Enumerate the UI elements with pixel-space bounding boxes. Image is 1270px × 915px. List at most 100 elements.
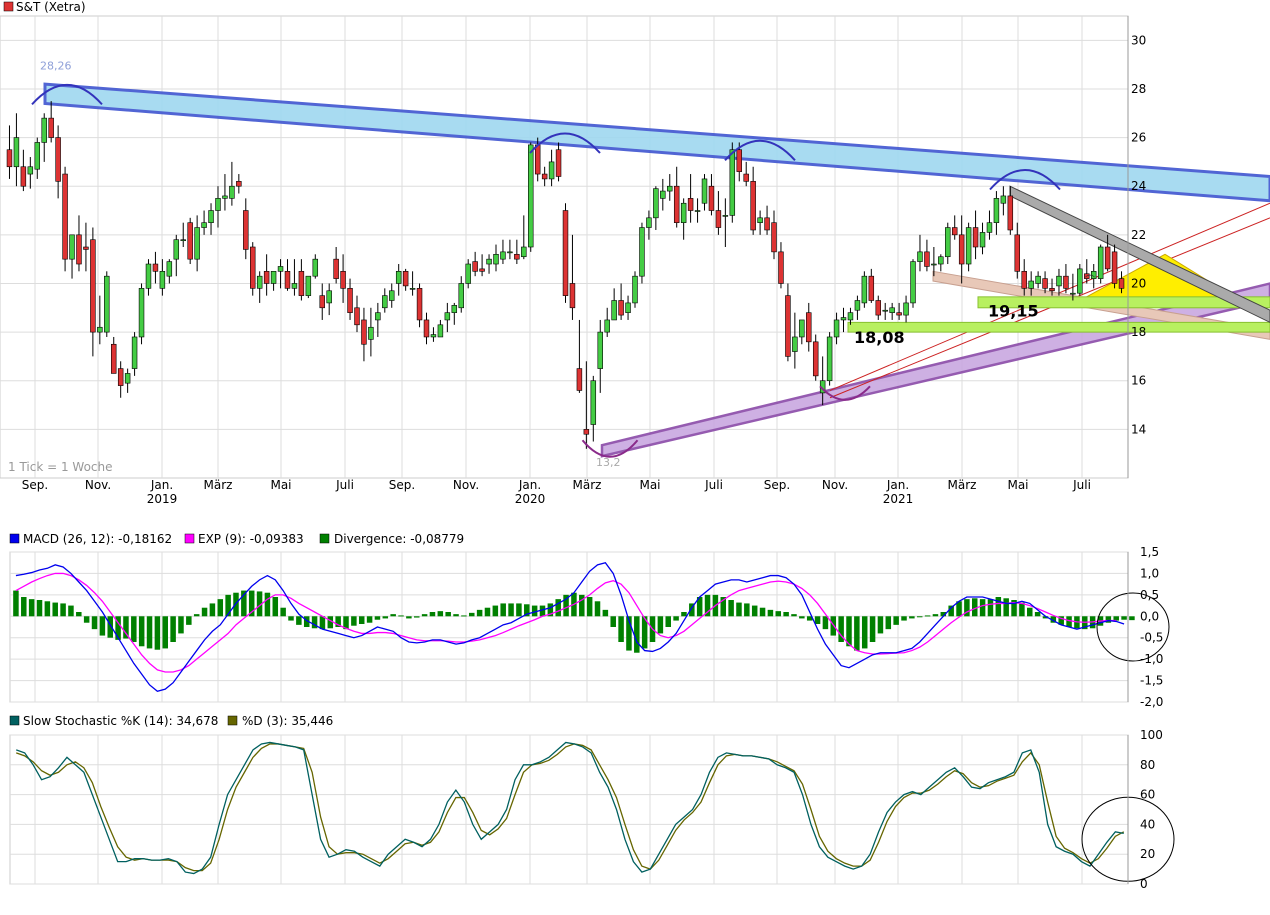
month-tick-label: März [948, 478, 977, 492]
divergence-bar [343, 616, 349, 630]
divergence-bar [68, 605, 74, 617]
price-tick-label: 22 [1131, 228, 1146, 242]
divergence-bar [201, 607, 208, 617]
stoch-grid [9, 734, 1129, 885]
candle-down [117, 368, 124, 386]
candle-up [1090, 271, 1097, 279]
divergence-bar [209, 603, 216, 617]
divergence-bar [60, 603, 66, 617]
label-1915: 19,15 [988, 301, 1039, 320]
top-arc [31, 83, 103, 106]
candle-up [590, 380, 597, 425]
candle-down [236, 181, 242, 187]
candle-down [736, 149, 742, 172]
candle-up [694, 210, 701, 212]
divergence-bar [508, 603, 514, 617]
candle-down [1118, 278, 1125, 289]
price-tick-label: 28 [1131, 82, 1146, 96]
candle-up [854, 300, 861, 311]
price-tick-label: 16 [1131, 374, 1146, 388]
candle-down [875, 300, 881, 316]
candle-up [430, 334, 437, 338]
candle-up [632, 275, 638, 304]
macd-tick-label: -1,5 [1140, 674, 1163, 688]
candle-up [993, 198, 1000, 223]
stoch-tick-label: 40 [1140, 817, 1155, 831]
candle-up [312, 258, 319, 277]
candle-down [896, 312, 902, 316]
candle-up [680, 202, 687, 223]
candle-up [548, 161, 555, 180]
divergence-bar [484, 607, 491, 617]
divergence-bar [154, 616, 161, 650]
divergence-bar [916, 616, 923, 618]
divergence-bar [83, 616, 90, 623]
divergence-bar [335, 616, 341, 627]
divergence-bar [1027, 607, 1033, 617]
candle-up [597, 331, 603, 369]
candle-down [243, 210, 249, 250]
month-tick-label: Mai [1007, 478, 1028, 492]
divergence-bar [193, 614, 200, 617]
label-1808: 18,08 [854, 328, 905, 347]
divergence-bar [665, 616, 671, 627]
divergence-bar [728, 600, 734, 617]
divergence-bar [932, 614, 939, 617]
candle-down [750, 181, 756, 231]
candle-down [20, 166, 27, 187]
divergence-bar [547, 603, 554, 617]
candle-down [62, 173, 68, 260]
divergence-bar [1042, 616, 1049, 619]
divergence-bar [437, 611, 444, 617]
divergence-bar [861, 616, 868, 649]
candle-up [138, 288, 145, 338]
divergence-bar [1113, 616, 1119, 621]
candle-down [83, 246, 89, 250]
stoch-tick-label: 0 [1140, 877, 1148, 891]
divergence-bar [618, 616, 624, 642]
divergence-bar [1058, 616, 1064, 625]
candle-down [1042, 278, 1048, 289]
candle-up [270, 271, 277, 284]
candle-up [611, 300, 617, 321]
macd-tick-label: 0,0 [1140, 609, 1159, 623]
bottom-arc [819, 385, 871, 401]
candle-up [124, 373, 131, 384]
candle-up [458, 283, 464, 309]
candle-up [729, 149, 736, 216]
divergence-bar [1066, 616, 1072, 627]
candle-up [194, 227, 200, 260]
divergence-bar [563, 594, 569, 617]
divergence-bar [170, 616, 176, 642]
candle-down [868, 275, 875, 301]
candle-up [1070, 292, 1076, 295]
divergence-bar [634, 616, 640, 653]
divergence-bar [406, 616, 412, 619]
candle-up [465, 263, 471, 284]
candle-up [131, 336, 138, 369]
year-tick-label: 2020 [515, 492, 546, 506]
candle-up [201, 222, 207, 228]
divergence-bar [76, 612, 82, 617]
candle-down [958, 234, 965, 265]
divergence-bar [657, 616, 664, 634]
candle-up [903, 302, 909, 316]
candle-up [528, 144, 534, 248]
candle-down [583, 429, 590, 435]
candle-up [653, 188, 659, 219]
candle-up [375, 312, 381, 321]
divergence-bar [814, 616, 821, 624]
divergence-bar [272, 597, 279, 617]
divergence-bar [1019, 602, 1025, 617]
price-tick-label: 24 [1131, 179, 1146, 193]
candle-up [382, 295, 388, 309]
divergence-bar [21, 597, 27, 617]
divergence-bar [327, 616, 334, 629]
candle-down [576, 368, 583, 391]
divergence-bar [531, 605, 538, 617]
divergence-bar [767, 609, 774, 617]
macd-grid [9, 551, 1129, 703]
divergence-bar [516, 603, 522, 617]
divergence-bar [311, 616, 318, 629]
stoch-tick-label: 20 [1140, 847, 1155, 861]
